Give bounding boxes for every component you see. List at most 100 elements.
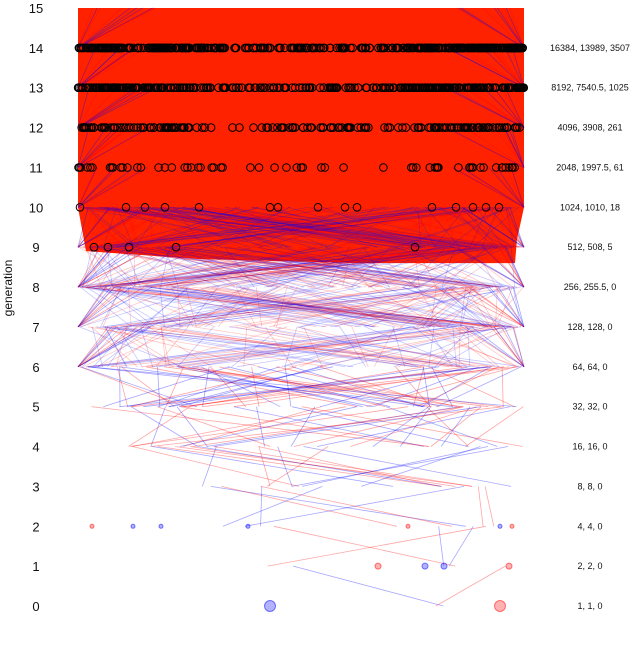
mutation-marker: [156, 83, 165, 92]
edge-link: [77, 87, 142, 128]
lineage-link: [266, 446, 329, 487]
edge-link: [77, 246, 113, 288]
lineage-link: [137, 206, 340, 248]
edge-link: [77, 167, 114, 208]
y-tick-label: 14: [29, 41, 43, 56]
mutation-marker: [196, 43, 205, 53]
lineage-link: [372, 406, 430, 447]
mutation-marker: [110, 123, 120, 132]
lineage-link: [92, 246, 279, 288]
mutation-marker: [460, 123, 470, 132]
lineage-link: [107, 206, 259, 248]
lineage-link: [243, 326, 248, 367]
lineage-link: [219, 366, 386, 408]
lineage-link: [416, 246, 499, 288]
lineage-link: [150, 406, 166, 447]
edge-link: [493, 87, 525, 128]
mutation-marker: [154, 43, 163, 53]
lineage-link: [104, 206, 419, 248]
lineage-link: [277, 246, 469, 288]
edge-link: [77, 7, 93, 49]
edge-link: [499, 7, 525, 49]
lineage-link: [83, 286, 474, 328]
mutation-marker: [83, 163, 92, 172]
row-stat-label: 1024, 1010, 18: [560, 202, 620, 212]
mutation-marker: [316, 123, 326, 132]
mutation-marker: [346, 123, 356, 132]
mutation-marker: [347, 83, 356, 92]
edge-link: [77, 167, 99, 208]
mutation-marker: [378, 43, 388, 53]
lineage-link: [144, 246, 507, 288]
lineage-link: [369, 246, 462, 288]
lineage-link: [114, 326, 354, 368]
lineage-link: [269, 207, 306, 248]
edge-link: [512, 47, 525, 88]
mutation-marker: [116, 163, 125, 172]
edge-link: [77, 286, 115, 328]
lineage-link: [442, 246, 488, 288]
edge-link: [462, 206, 525, 248]
mutation-marker: [339, 163, 348, 172]
lineage-link: [237, 246, 431, 288]
edge-link: [77, 246, 113, 288]
lineage-link: [442, 207, 458, 248]
lineage-link: [170, 206, 263, 248]
lineage-link: [453, 246, 523, 288]
mutation-marker: [275, 83, 284, 92]
mutation-marker: [429, 43, 438, 53]
lineage-link: [295, 286, 399, 328]
edge-link: [77, 326, 117, 368]
lineage-link: [469, 207, 489, 248]
lineage-link: [244, 486, 465, 527]
lineage-link: [148, 207, 153, 248]
mutation-marker: [105, 163, 115, 172]
lineage-link: [257, 246, 457, 288]
mutation-marker: [298, 163, 308, 172]
edge-link: [77, 127, 127, 168]
lineage-link: [195, 206, 449, 248]
lineage-link: [334, 286, 452, 328]
lineage-link: [99, 246, 124, 288]
lineage-link: [78, 246, 439, 288]
mutation-marker: [148, 43, 158, 53]
lineage-link: [152, 286, 500, 328]
edge-link: [77, 87, 151, 128]
edge-link: [444, 286, 525, 328]
edge-link: [77, 326, 149, 368]
lineage-link: [95, 326, 430, 368]
lineage-link: [97, 246, 410, 288]
lineage-link: [292, 406, 469, 447]
lineage-link: [130, 286, 317, 328]
mutation-marker: [403, 83, 412, 92]
lineage-link: [220, 246, 518, 288]
lineage-link: [189, 366, 424, 408]
lineage-link: [213, 446, 473, 487]
mutation-marker: [138, 83, 148, 92]
mutation-marker: [478, 83, 487, 92]
lineage-link: [78, 206, 291, 248]
mutation-marker: [79, 123, 88, 132]
edge-link: [483, 246, 525, 288]
mutation-marker: [319, 123, 328, 132]
mutation-marker: [501, 163, 511, 172]
row-stat-label: 2048, 1997.5, 61: [556, 163, 624, 173]
lineage-link: [373, 366, 480, 408]
mutation-marker: [89, 123, 99, 132]
lineage-link: [199, 286, 256, 328]
mutation-marker: [167, 163, 177, 172]
edge-link: [77, 326, 139, 368]
lineage-link: [394, 206, 512, 248]
lineage-link: [187, 206, 495, 248]
mutation-marker: [472, 43, 481, 53]
lineage-link: [155, 326, 189, 368]
lineage-link: [142, 286, 189, 328]
lineage-link: [104, 246, 206, 288]
lineage-link: [142, 246, 479, 288]
mutation-marker: [257, 123, 267, 132]
edge-link: [513, 286, 525, 328]
mutation-marker: [479, 163, 488, 172]
node-marker: [440, 562, 448, 570]
lineage-link: [87, 286, 259, 328]
edge-link: [77, 246, 136, 288]
